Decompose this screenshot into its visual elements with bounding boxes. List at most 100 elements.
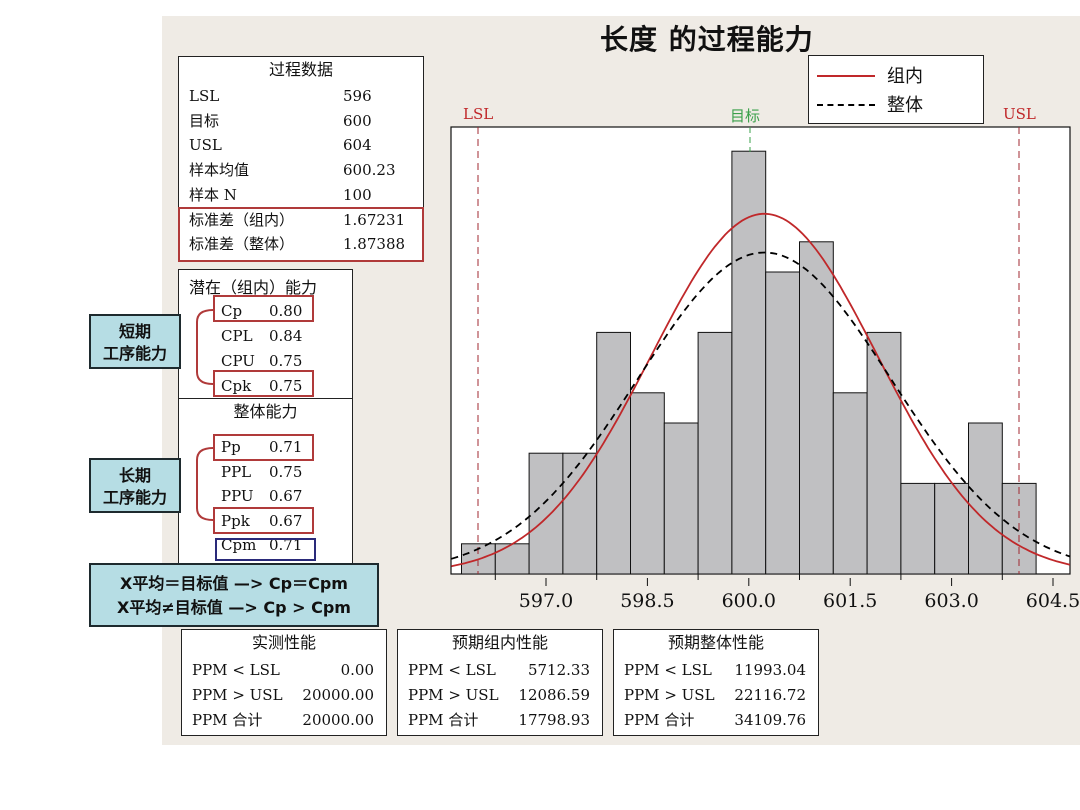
- legend-within-swatch: [817, 75, 875, 77]
- histogram-bar: [900, 482, 936, 575]
- process-data-row-label: 标准差（整体）: [189, 235, 295, 254]
- histogram-bars: [461, 150, 1037, 575]
- potential-capability-box: 潜在（组内）能力 Cp 0.80 CPL 0.84 CPU 0.75 Cpk 0.75: [178, 269, 353, 400]
- expected-overall-row-label: PPM > USL: [624, 686, 715, 704]
- expected-overall-title: 预期整体性能: [667, 633, 764, 652]
- process-data-row-value: 604: [343, 136, 372, 155]
- usl-label: USL: [1003, 105, 1036, 123]
- overall-row-value: 0.71: [269, 536, 303, 554]
- pp-highlight: [213, 434, 314, 461]
- overall-row-value: 0.67: [269, 511, 303, 530]
- observed-performance-box: 实测性能 PPM < LSL 0.00 PPM > USL 20000.00 PPM 合…: [181, 629, 387, 736]
- stdev-highlight: [178, 207, 424, 262]
- histogram-bar: [832, 392, 868, 575]
- overall-row-label: Pp: [221, 438, 241, 456]
- expected-within-row-value: 12086.59: [518, 686, 590, 704]
- short-term-callout: 短期 工序能力: [89, 314, 181, 369]
- brackets: [196, 309, 214, 521]
- histogram-bar: [663, 422, 699, 575]
- potential-row-label: Cpk: [221, 377, 252, 395]
- cpk-highlight: [213, 370, 314, 397]
- potential-row-value: 0.84: [269, 327, 303, 345]
- potential-row-label: CPL: [221, 327, 253, 345]
- x-tick-label: 603.0: [924, 590, 979, 612]
- process-data-row-label: 样本均值: [189, 161, 250, 180]
- cpm-highlight: [215, 538, 316, 561]
- legend-overall-swatch: [817, 104, 875, 106]
- x-tick-label: 597.0: [518, 590, 574, 612]
- legend: 组内 整体: [808, 55, 984, 124]
- histogram-bar: [596, 331, 632, 575]
- ppk-highlight: [213, 507, 314, 534]
- expected-overall-row-label: PPM 合计: [624, 711, 695, 729]
- expected-within-title: 预期组内性能: [451, 633, 548, 652]
- x-tick-label: 600.0: [721, 590, 776, 612]
- legend-within-label: 组内: [887, 66, 923, 87]
- potential-row-label: Cp: [221, 302, 243, 320]
- overall-row-value: 0.67: [269, 487, 303, 505]
- long-term-callout: 长期 工序能力: [89, 458, 181, 513]
- overall-normal-curve: [451, 251, 1071, 560]
- process-data-row-value: 1.67231: [343, 210, 406, 229]
- expected-overall-row-value: 11993.04: [734, 661, 806, 679]
- observed-row-value: 0.00: [340, 661, 374, 679]
- short-term-line2: 工序能力: [102, 344, 167, 363]
- rule-line1: X平均＝目标值 —> Cp＝Cpm: [120, 574, 348, 593]
- histogram-bar: [697, 331, 733, 575]
- process-data-title: 过程数据: [268, 60, 333, 79]
- expected-within-row-value: 5712.33: [527, 661, 590, 679]
- long-term-line2: 工序能力: [102, 488, 167, 507]
- overall-title: 整体能力: [233, 402, 298, 421]
- observed-row-label: PPM < LSL: [192, 661, 280, 679]
- overall-row-value: 0.71: [269, 438, 303, 456]
- cp-highlight: [213, 295, 314, 322]
- expected-within-row-label: PPM > USL: [408, 686, 499, 704]
- x-tick-label: 598.5: [620, 590, 675, 612]
- expected-overall-box: 预期整体性能 PPM < LSL 11993.04 PPM > USL 22116.7…: [613, 629, 819, 736]
- potential-row-value: 0.75: [269, 352, 303, 370]
- expected-within-row-label: PPM < LSL: [408, 661, 496, 679]
- x-tick-label: 601.5: [822, 590, 878, 612]
- process-data-row-value: 596: [343, 87, 372, 105]
- overall-row-label: PPU: [221, 487, 254, 505]
- long-term-line1: 长期: [118, 466, 151, 485]
- process-data-row-label: USL: [189, 136, 222, 155]
- overall-row-label: PPL: [221, 462, 252, 481]
- short-term-line1: 短期: [118, 322, 151, 341]
- process-data-row-value: 100: [343, 185, 372, 204]
- histogram-bar: [799, 241, 834, 575]
- potential-title: 潜在（组内）能力: [189, 278, 318, 297]
- expected-overall-row-value: 22116.72: [734, 686, 806, 704]
- cpm-rule-callout: X平均＝目标值 —> Cp＝Cpm X平均≠目标值 —> Cp > Cpm: [89, 563, 379, 627]
- histogram-bar: [528, 452, 564, 575]
- histogram-bar: [765, 271, 801, 575]
- process-data-row-label: 目标: [189, 111, 220, 130]
- within-normal-curve: [451, 212, 1071, 568]
- long-term-bracket: [196, 447, 214, 521]
- histogram-bar: [731, 150, 767, 575]
- expected-within-row-label: PPM 合计: [408, 711, 479, 729]
- observed-title: 实测性能: [251, 633, 316, 652]
- overall-row-label: Ppk: [221, 511, 250, 530]
- x-tick-label: 604.5: [1025, 590, 1080, 612]
- histogram-bar: [630, 392, 665, 575]
- observed-row-value: 20000.00: [302, 711, 374, 729]
- expected-overall-row-label: PPM < LSL: [624, 661, 712, 679]
- histogram-bar: [494, 543, 530, 575]
- histogram-bar: [934, 482, 970, 575]
- potential-row-label: CPU: [221, 352, 255, 370]
- histogram-bar: [562, 452, 598, 575]
- process-data-row-value: 600.23: [343, 161, 396, 180]
- target-label: 目标: [730, 107, 761, 125]
- potential-row-value: 0.75: [269, 377, 303, 395]
- expected-overall-row-value: 34109.76: [734, 711, 806, 729]
- overall-row-value: 0.75: [269, 462, 303, 481]
- potential-row-value: 0.80: [269, 302, 303, 320]
- short-term-bracket: [196, 309, 214, 385]
- x-axis-ticks: [494, 574, 1054, 586]
- overall-capability-box: 整体能力 Pp 0.71 PPL 0.75 PPU 0.67 Ppk 0.67 Cpm 0.71: [178, 398, 353, 564]
- process-data-row-label: LSL: [189, 87, 220, 105]
- observed-row-label: PPM > USL: [192, 686, 283, 704]
- overall-row-label: Cpm: [221, 536, 257, 554]
